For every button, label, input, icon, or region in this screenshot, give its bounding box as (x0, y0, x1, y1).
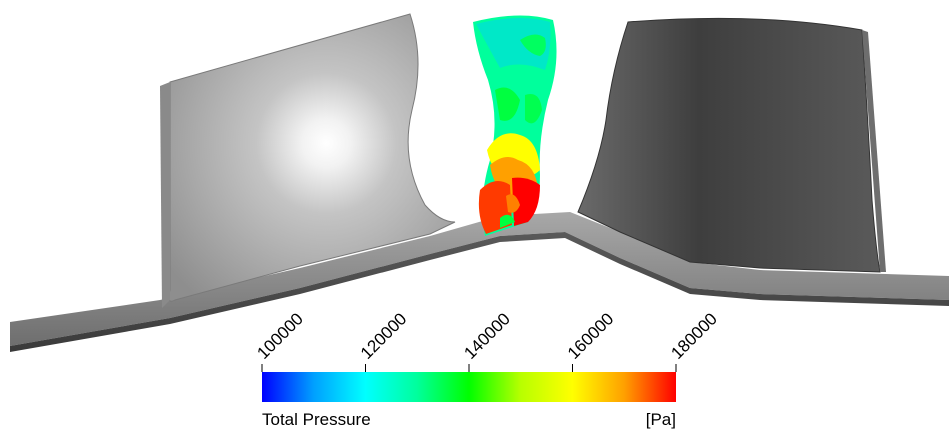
legend-colorbar (262, 372, 676, 402)
legend-tick-label: 160000 (564, 309, 618, 363)
legend: 100000 120000 140000 160000 180000 Total Pre… (253, 309, 721, 429)
legend-tick-label: 120000 (357, 309, 411, 363)
legend-unit: [Pa] (646, 410, 676, 429)
right-blade (577, 17, 886, 273)
legend-ticks: 100000 120000 140000 160000 180000 (253, 309, 721, 372)
legend-tick-label: 140000 (460, 309, 514, 363)
pressure-contour-plane (473, 15, 557, 237)
legend-tick-label: 180000 (667, 309, 721, 363)
left-blade (160, 13, 456, 308)
legend-title: Total Pressure (262, 410, 371, 429)
legend-tick-label: 100000 (253, 309, 307, 363)
hub-surface (10, 212, 949, 352)
